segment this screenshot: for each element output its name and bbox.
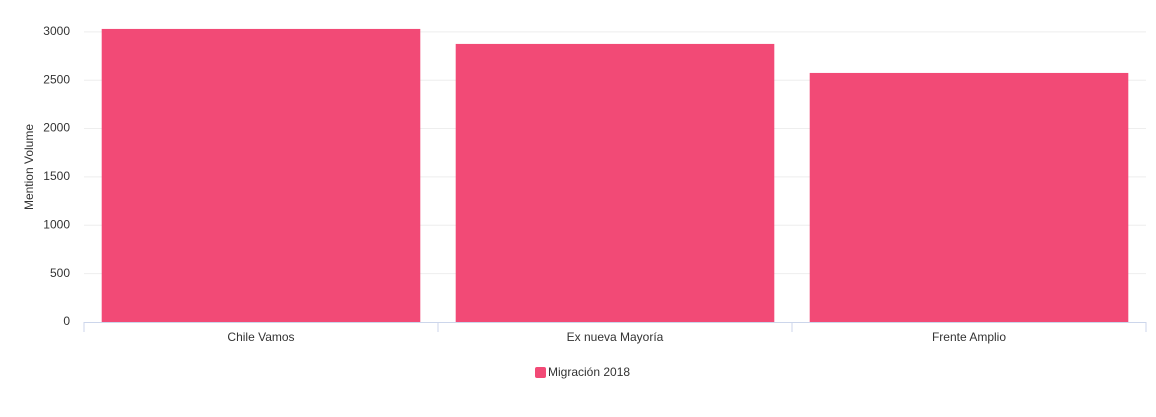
x-tick-label: Chile Vamos [227, 330, 294, 344]
y-tick-label: 3000 [43, 24, 70, 38]
bar [455, 43, 775, 322]
x-tick-label: Ex nueva Mayoría [567, 330, 664, 344]
x-tick-label: Frente Amplio [932, 330, 1006, 344]
y-tick-label: 1000 [43, 217, 70, 231]
y-tick-label: 2500 [43, 72, 70, 86]
y-tick-label: 0 [63, 314, 70, 328]
legend-swatch [535, 367, 546, 378]
y-tick-label: 500 [50, 266, 70, 280]
y-tick-label: 2000 [43, 121, 70, 135]
bar [809, 72, 1129, 322]
legend-label: Migración 2018 [548, 365, 630, 379]
y-tick-label: 1500 [43, 169, 70, 183]
y-axis-title: Mention Volume [22, 124, 36, 210]
bar [101, 28, 421, 323]
